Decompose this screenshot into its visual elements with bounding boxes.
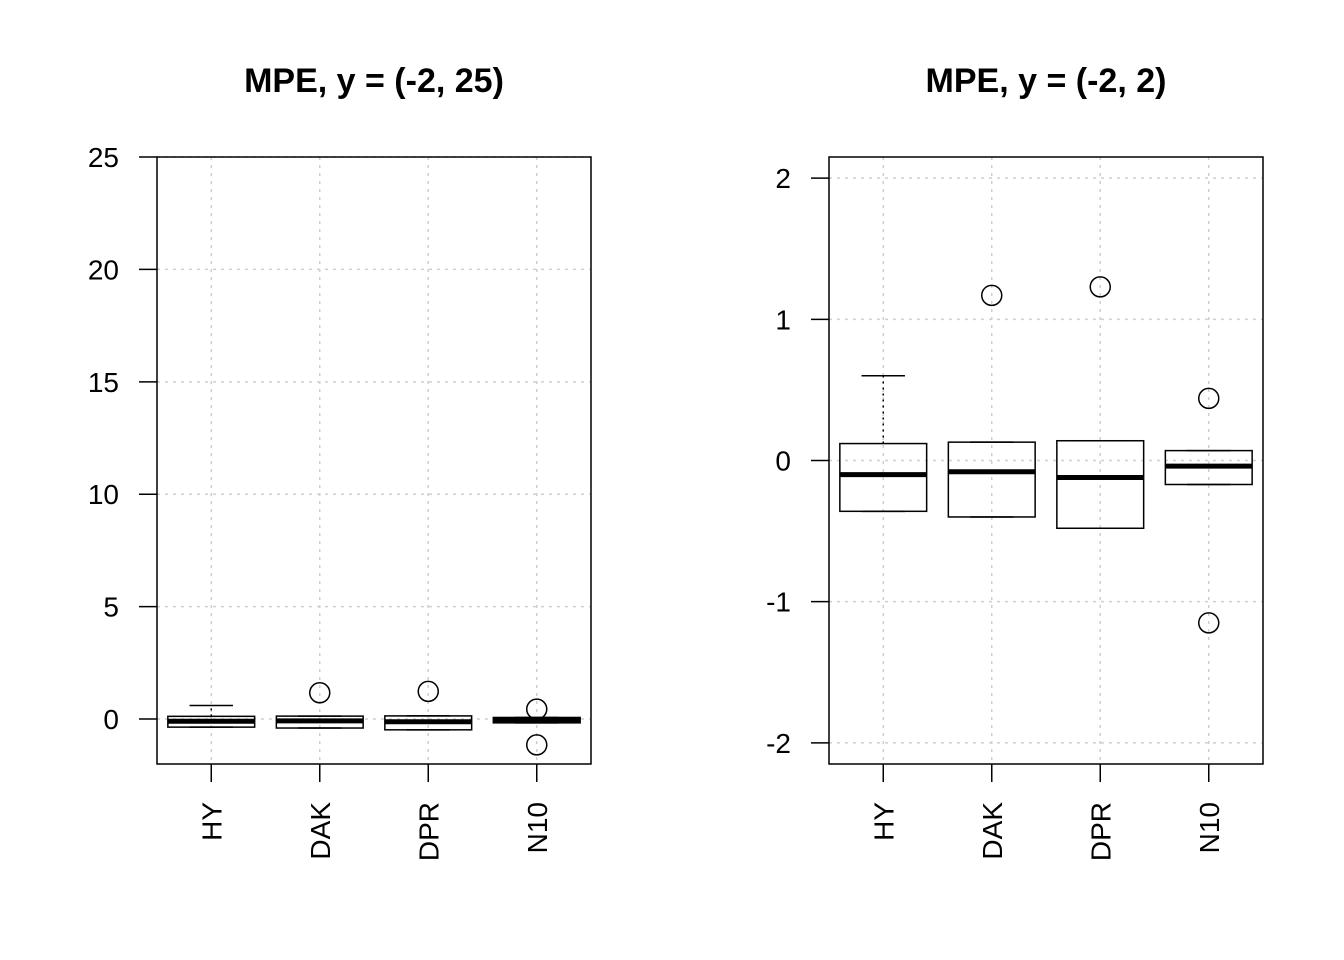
box-dpr [1056, 276, 1145, 530]
x-tick-label: N10 [1194, 802, 1225, 853]
chart-title: MPE, y = (-2, 2) [926, 62, 1167, 100]
left-boxplot-panel: MPE, y = (-2, 25) 0 5 10 15 20 25 HY DAK DPR N10 [88, 62, 592, 861]
x-tick-label: HY [196, 802, 227, 841]
box-n10 [492, 698, 581, 756]
box-iqr [947, 441, 1036, 518]
y-tick-label: 15 [88, 367, 119, 398]
x-tick-label: DAK [305, 802, 336, 860]
box-dpr [384, 680, 473, 731]
box-hy [839, 375, 928, 513]
chart-title: MPE, y = (-2, 25) [244, 62, 504, 100]
y-tick-label: -1 [766, 587, 791, 618]
x-tick-label: DAK [977, 802, 1008, 860]
y-tick-label: 10 [88, 479, 119, 510]
x-tick-label: DPR [413, 802, 444, 861]
outlier-point [417, 680, 439, 703]
box-iqr [839, 442, 928, 513]
outlier-point [1089, 276, 1111, 298]
box-hy [167, 704, 256, 728]
outlier-point [981, 284, 1003, 307]
y-tick-label: 25 [88, 142, 119, 173]
plot-frame [156, 156, 592, 765]
outlier-point [1198, 387, 1220, 410]
x-tick-label: HY [868, 802, 899, 841]
y-tick-label: 2 [775, 163, 791, 194]
box-dak [947, 284, 1036, 518]
outlier-point [1198, 612, 1220, 634]
box-dak [275, 681, 364, 729]
right-boxplot-panel: MPE, y = (-2, 2) -2 -1 0 1 2 HY DAK DPR N10 [766, 62, 1264, 861]
y-tick-label: 0 [775, 446, 791, 477]
outlier-point [309, 681, 331, 704]
x-tick-label: DPR [1085, 802, 1116, 861]
outlier-point [526, 698, 548, 720]
y-tick-label: 1 [775, 304, 791, 335]
y-tick-label: 20 [88, 254, 119, 285]
y-tick-label: -2 [766, 728, 791, 759]
y-tick-label: 0 [103, 704, 119, 735]
outlier-point [526, 734, 548, 756]
y-tick-label: 5 [103, 592, 119, 623]
box-iqr [1056, 439, 1145, 530]
box-n10 [1164, 387, 1253, 634]
x-tick-label: N10 [522, 802, 553, 853]
